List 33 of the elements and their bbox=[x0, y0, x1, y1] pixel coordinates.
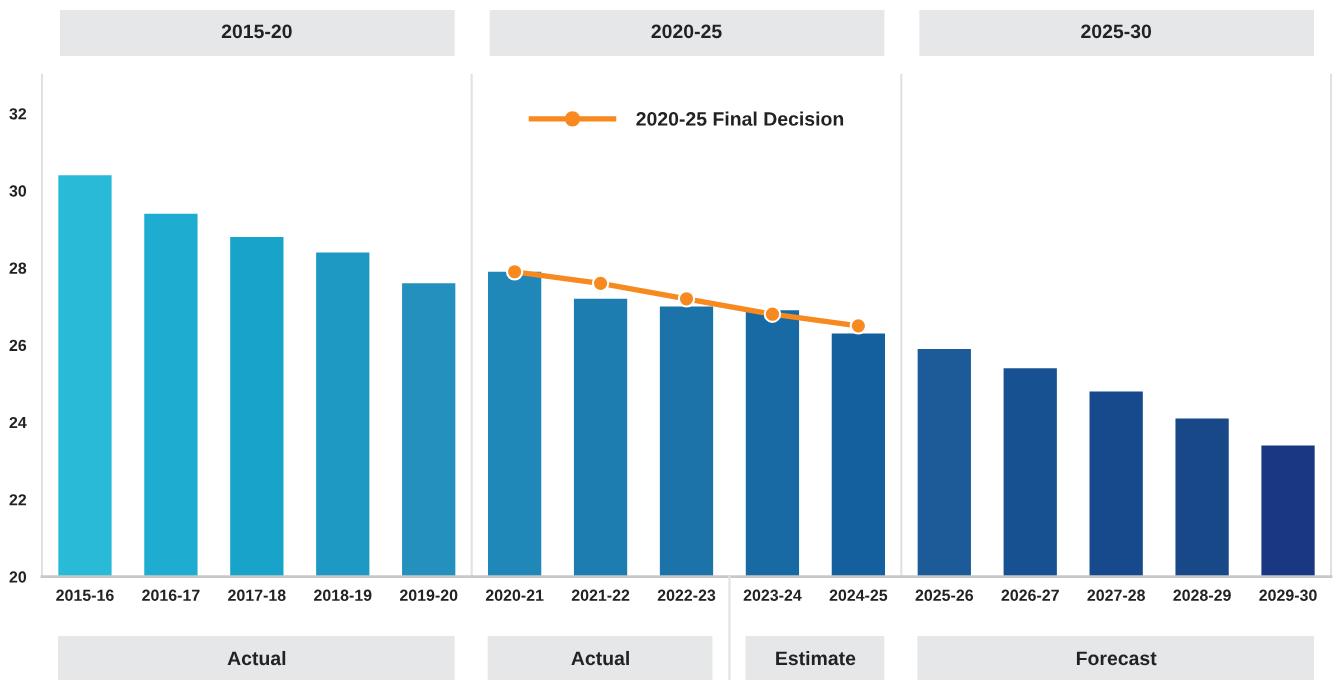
point bbox=[677, 290, 696, 308]
chart-title: 2015-20 bbox=[221, 24, 292, 39]
x-tick-label: 2023-24 bbox=[743, 589, 802, 601]
text: Actual bbox=[571, 650, 629, 666]
x-tick-label: 2024-25 bbox=[829, 589, 888, 601]
chart-title: 2025-30 bbox=[1081, 24, 1152, 39]
y-tick-label: 28 bbox=[9, 262, 27, 274]
point bbox=[763, 305, 782, 323]
y-tick-label: 26 bbox=[9, 339, 27, 352]
x-tick-label: 2028-29 bbox=[1173, 589, 1231, 601]
x-tick-label: 2026-27 bbox=[1001, 589, 1059, 601]
x-tick-label: 2015-16 bbox=[56, 589, 114, 601]
x-tick-label: 2019-20 bbox=[399, 589, 458, 601]
y-tick-label: 32 bbox=[9, 108, 27, 120]
x-tick-label: 2016-17 bbox=[142, 589, 200, 601]
x-tick-label: 2020-21 bbox=[485, 589, 544, 601]
y-tick-label: 22 bbox=[9, 494, 27, 506]
text: Forecast bbox=[1076, 651, 1157, 666]
x-tick-label: 2029-30 bbox=[1259, 589, 1317, 601]
x-tick-label: 2027-28 bbox=[1087, 589, 1145, 601]
y-tick-label: 24 bbox=[9, 416, 27, 429]
chart-title: 2020-25 bbox=[651, 24, 722, 39]
point bbox=[505, 263, 524, 281]
legend-label: 2020-25 Final Decision bbox=[636, 111, 844, 126]
x-tick-label: 2018-19 bbox=[314, 589, 372, 601]
x-tick-label: 2025-26 bbox=[915, 589, 974, 601]
x-tick-label: 2017-18 bbox=[228, 589, 286, 601]
y-tick-label: 20 bbox=[9, 571, 27, 583]
text: Estimate bbox=[776, 650, 856, 666]
text: Actual bbox=[227, 650, 286, 666]
y-tick-label: 30 bbox=[9, 185, 27, 197]
x-tick-label: 2022-23 bbox=[657, 589, 716, 601]
x-tick-label: 2021-22 bbox=[571, 589, 630, 601]
